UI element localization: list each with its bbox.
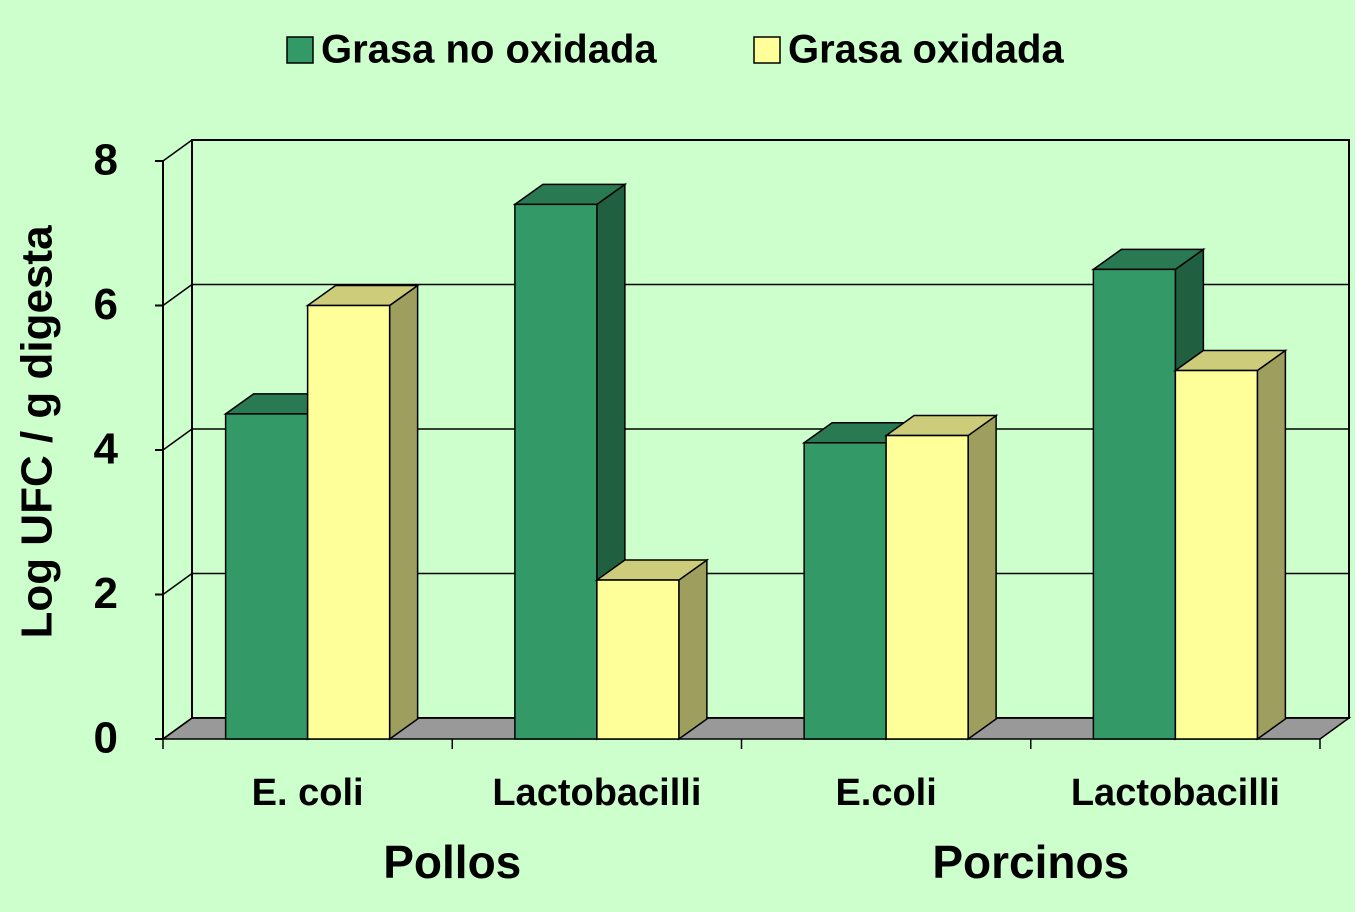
- y-axis-label: Log UFC / g digesta: [13, 225, 62, 639]
- y-tick-label: 0: [94, 714, 118, 763]
- grid-side: [162, 572, 193, 596]
- y-tick-label: 4: [94, 425, 119, 474]
- bar-side: [678, 558, 708, 741]
- bar-side: [388, 284, 419, 741]
- legend-swatch: [286, 36, 314, 64]
- x-tick-label: Lactobacilli: [1071, 772, 1280, 814]
- bar: [803, 442, 887, 740]
- legend-swatch: [753, 36, 781, 64]
- legend-label: Grasa no oxidada: [321, 28, 657, 72]
- grid-side: [162, 283, 193, 307]
- bar: [1174, 369, 1259, 740]
- grid-side: [162, 717, 193, 740]
- legend-label: Grasa oxidada: [788, 28, 1064, 72]
- x-tick-label: E. coli: [252, 772, 364, 814]
- grid-side: [162, 428, 193, 451]
- bar-side: [1256, 349, 1287, 741]
- x-tick-label: Lactobacilli: [492, 772, 701, 814]
- group-label: Porcinos: [932, 836, 1129, 888]
- bar: [885, 434, 969, 740]
- bar: [224, 413, 309, 740]
- bar: [1092, 268, 1177, 740]
- bar-side: [967, 414, 997, 741]
- y-tick-label: 6: [94, 280, 118, 329]
- bar: [596, 579, 680, 740]
- y-tick-label: 2: [94, 569, 118, 618]
- bar: [306, 304, 391, 740]
- bar: [514, 203, 598, 740]
- group-label: Pollos: [383, 836, 521, 888]
- y-tick-label: 8: [94, 136, 118, 185]
- grid-side: [162, 139, 193, 162]
- x-tick-label: E.coli: [835, 772, 936, 814]
